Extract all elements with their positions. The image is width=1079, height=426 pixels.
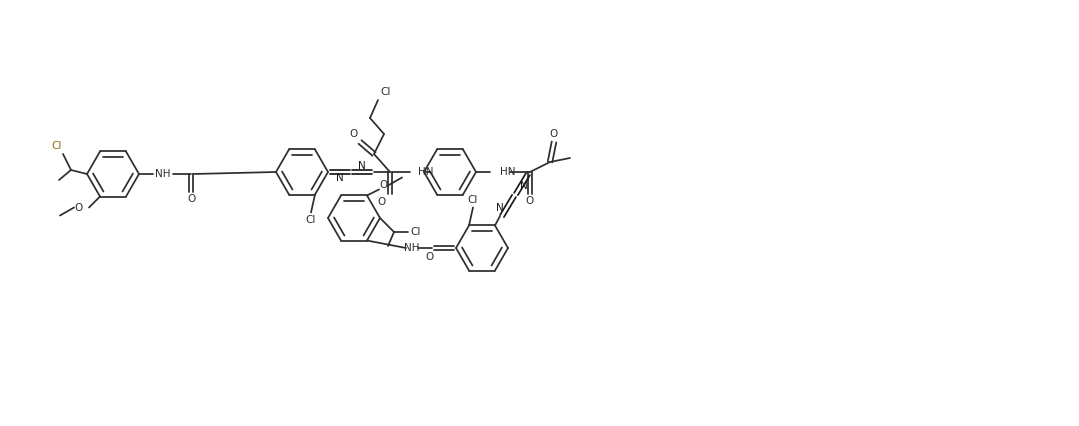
Text: Cl: Cl [381,87,392,97]
Text: Cl: Cl [468,196,478,205]
Text: N: N [358,161,366,171]
Text: Cl: Cl [411,227,421,237]
Text: N: N [337,173,344,183]
Text: N: N [520,181,528,191]
Text: O: O [74,202,83,213]
Text: O: O [350,129,358,139]
Text: O: O [550,129,558,139]
Text: HN: HN [418,167,434,177]
Text: NH: NH [405,243,420,253]
Text: Cl: Cl [52,141,63,151]
Text: N: N [496,203,504,213]
Text: O: O [426,252,434,262]
Text: O: O [525,196,534,206]
Text: NH: NH [155,169,170,179]
Text: O: O [187,194,195,204]
Text: Cl: Cl [305,215,316,225]
Text: O: O [379,181,387,190]
Text: HN: HN [500,167,516,177]
Text: O: O [378,197,386,207]
